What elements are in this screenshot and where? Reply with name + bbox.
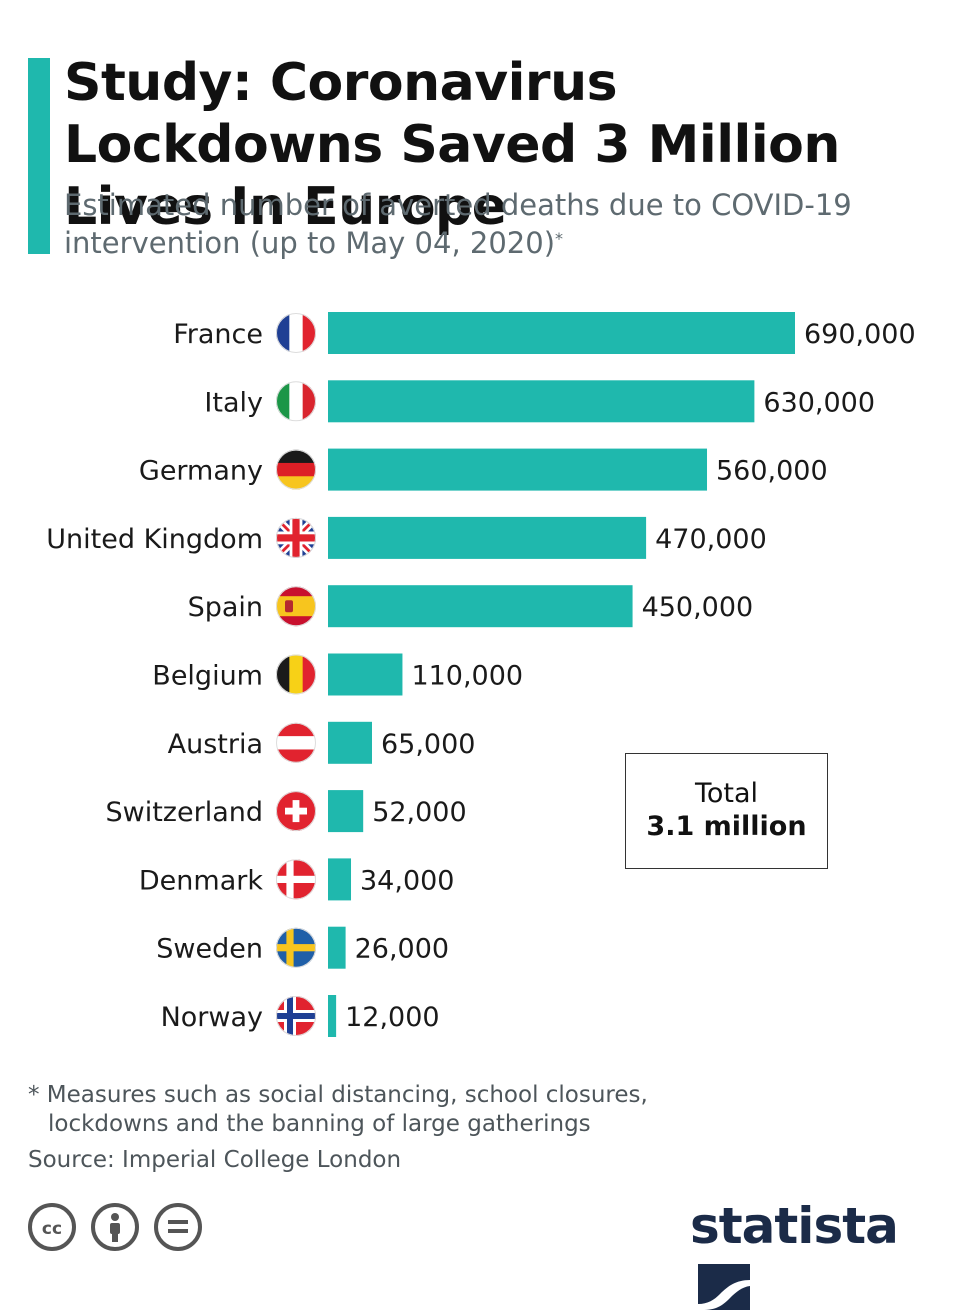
bar-row: Spain 450,000: [188, 585, 754, 628]
subtitle-text: Estimated number of averted deaths due t…: [64, 188, 852, 260]
no-derivatives-icon[interactable]: [154, 1203, 203, 1251]
bar: [328, 448, 708, 491]
bar: [328, 790, 364, 833]
germany-flag: [276, 449, 316, 490]
category-label: United Kingdom: [46, 524, 263, 555]
category-label: Germany: [139, 456, 263, 487]
bar-row: Belgium 110,000: [152, 653, 523, 696]
bar: [328, 995, 337, 1037]
svg-text:cc: cc: [42, 1219, 62, 1239]
category-label: Norway: [161, 1002, 263, 1033]
value-label: 34,000: [360, 865, 454, 896]
footnote-line-1: * Measures such as social distancing, sc…: [28, 1082, 648, 1108]
bar-row: France 690,000: [173, 312, 916, 354]
bar-row: United Kingdom 470,000: [46, 516, 767, 559]
total-label: Total: [694, 778, 759, 809]
statista-logo-icon: [698, 1264, 750, 1310]
statista-logo[interactable]: statista: [690, 1196, 960, 1310]
france-flag: [276, 313, 316, 353]
chart-subtitle: Estimated number of averted deaths due t…: [64, 186, 924, 262]
sweden-flag: [276, 927, 316, 968]
category-label: Belgium: [152, 661, 263, 692]
austria-flag: [276, 722, 316, 763]
bar-row: Denmark 34,000: [139, 858, 454, 901]
value-label: 560,000: [716, 456, 828, 487]
spain-flag: [276, 586, 316, 627]
bar-row: Sweden 26,000: [156, 926, 449, 969]
switzerland-flag: [276, 791, 316, 832]
value-label: 65,000: [381, 729, 475, 760]
bar-row: Switzerland 52,000: [106, 790, 467, 833]
license-icons: cc: [28, 1203, 212, 1251]
bar: [328, 858, 352, 901]
source-text: Source: Imperial College London: [28, 1147, 402, 1173]
bar: [328, 380, 755, 423]
footnote: * Measures such as social distancing, sc…: [28, 1081, 728, 1139]
value-label: 630,000: [763, 387, 875, 418]
value-label: 690,000: [804, 319, 916, 350]
category-label: Austria: [168, 729, 263, 760]
value-label: 12,000: [345, 1002, 439, 1033]
chart-title: Study: Coronavirus Lockdowns Saved 3 Mil…: [64, 53, 840, 237]
value-label: 450,000: [642, 592, 754, 623]
bar-row: Italy 630,000: [204, 380, 875, 423]
italy-flag: [276, 381, 316, 422]
bar: [328, 312, 795, 354]
category-label: Switzerland: [106, 797, 264, 828]
uk-flag: [276, 517, 316, 558]
bar: [328, 926, 346, 969]
bar-row: Germany 560,000: [139, 448, 828, 491]
bar-row: Austria 65,000: [168, 721, 475, 764]
bar-chart: France 690,000 Italy 630,000 Germany 560,000 U…: [46, 312, 916, 1037]
attribution-icon[interactable]: [91, 1203, 140, 1251]
value-label: 26,000: [355, 934, 449, 965]
denmark-flag: [276, 859, 316, 900]
bar: [328, 721, 372, 764]
value-label: 470,000: [655, 524, 767, 555]
category-label: Italy: [204, 387, 263, 418]
bar: [328, 516, 647, 559]
norway-flag: [276, 996, 316, 1036]
category-label: France: [173, 319, 263, 350]
footnote-line-2: lockdowns and the banning of large gathe…: [48, 1111, 591, 1137]
value-label: 110,000: [411, 661, 523, 692]
category-label: Denmark: [139, 865, 263, 896]
bar: [328, 585, 633, 628]
belgium-flag: [276, 654, 316, 695]
title-accent-bar: [28, 58, 50, 254]
statista-wordmark: statista: [690, 1197, 899, 1255]
subtitle-footnote-mark: *: [555, 229, 564, 248]
cc-icon[interactable]: cc: [28, 1203, 76, 1251]
total-box: Total 3.1 million: [625, 753, 828, 869]
bar: [328, 653, 403, 696]
bar-row: Norway 12,000: [161, 995, 440, 1037]
total-value: 3.1 million: [646, 811, 807, 842]
value-label: 52,000: [372, 797, 466, 828]
category-label: Sweden: [156, 934, 263, 965]
category-label: Spain: [188, 592, 263, 623]
